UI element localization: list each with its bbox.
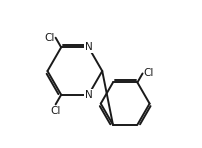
Text: N: N bbox=[84, 42, 92, 52]
Text: Cl: Cl bbox=[44, 33, 55, 43]
Text: Cl: Cl bbox=[50, 106, 61, 116]
Text: Cl: Cl bbox=[143, 69, 153, 78]
Text: N: N bbox=[84, 90, 92, 100]
